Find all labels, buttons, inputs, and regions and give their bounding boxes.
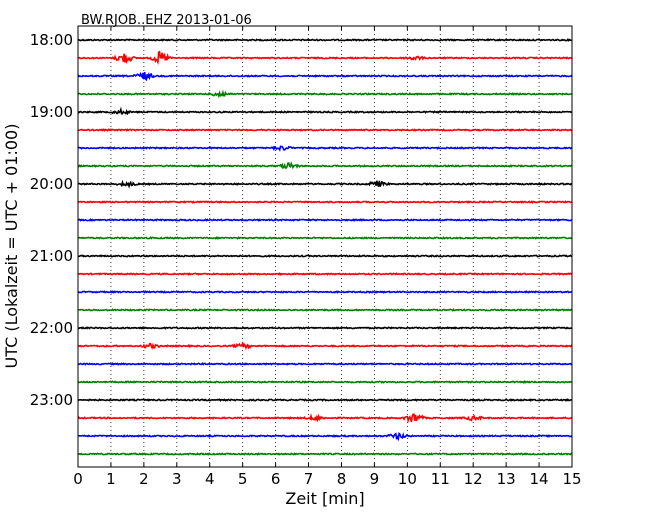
x-tick-label: 7 — [304, 470, 314, 488]
plot-frame — [77, 25, 573, 468]
trace-2315 — [77, 413, 573, 424]
trace-1900 — [77, 106, 573, 116]
trace-2330 — [77, 431, 573, 442]
trace-1945 — [77, 161, 573, 170]
y-tick-label: 21:00 — [30, 247, 73, 265]
trace-2015 — [77, 200, 573, 204]
trace-1930 — [77, 145, 573, 152]
trace-1800 — [77, 38, 573, 42]
x-tick-label: 3 — [172, 470, 182, 488]
x-ticks: 0 1 2 3 4 5 6 7 8 9 10 11 12 13 14 15 — [73, 26, 582, 488]
trace-2345 — [77, 452, 573, 456]
y-tick-label: 18:00 — [30, 31, 73, 49]
x-tick-label: 5 — [238, 470, 248, 488]
trace-2200 — [77, 326, 573, 330]
y-tick-label: 19:00 — [30, 103, 73, 121]
trace-1845 — [77, 89, 573, 99]
y-tick-label: 20:00 — [30, 175, 73, 193]
x-tick-label: 9 — [370, 470, 380, 488]
trace-2115 — [77, 272, 573, 276]
x-tick-label: 13 — [497, 470, 516, 488]
x-tick-label: 0 — [73, 470, 83, 488]
x-tick-label: 15 — [562, 470, 581, 488]
x-tick-label: 1 — [106, 470, 116, 488]
x-tick-label: 2 — [139, 470, 149, 488]
trace-2230 — [77, 362, 573, 366]
x-tick-label: 8 — [337, 470, 347, 488]
trace-2100 — [77, 254, 573, 258]
trace-group — [77, 38, 573, 456]
trace-2300 — [77, 398, 573, 402]
y-tick-label: 22:00 — [30, 319, 73, 337]
x-tick-label: 11 — [431, 470, 450, 488]
trace-2030 — [77, 218, 573, 222]
x-tick-label: 10 — [398, 470, 417, 488]
trace-2215 — [77, 341, 573, 351]
chart-title: BW.RJOB..EHZ 2013-01-06 — [81, 13, 252, 28]
grid-lines — [110, 26, 540, 467]
trace-2130 — [77, 290, 573, 294]
y-tick-label: 23:00 — [30, 391, 73, 409]
x-axis-label: Zeit [min] — [285, 489, 364, 508]
x-tick-label: 12 — [464, 470, 483, 488]
trace-1815 — [77, 50, 573, 66]
trace-2045 — [77, 236, 573, 240]
x-tick-label: 4 — [205, 470, 215, 488]
y-axis-label: UTC (Lokalzeit = UTC + 01:00) — [2, 124, 21, 369]
trace-1830 — [77, 71, 573, 82]
y-ticks: 18:00 19:00 20:00 21:00 22:00 23:00 — [30, 31, 572, 409]
trace-2145 — [77, 308, 573, 312]
trace-2245 — [77, 380, 573, 384]
x-tick-label: 6 — [271, 470, 281, 488]
trace-1915 — [77, 128, 573, 132]
trace-2000 — [77, 179, 573, 189]
x-tick-label: 14 — [530, 470, 549, 488]
